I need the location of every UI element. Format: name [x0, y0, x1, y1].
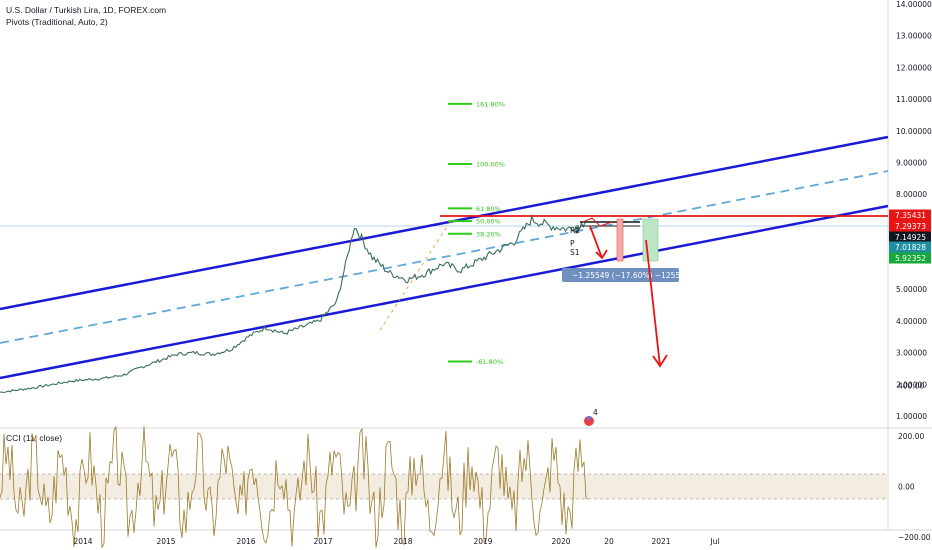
time-axis-tick-6: 2020 — [551, 537, 570, 546]
price-axis-tick-11: 12.00000 — [896, 63, 932, 72]
symbol-title: U.S. Dollar / Turkish Lira, 1D, FOREX.co… — [6, 5, 167, 15]
time-axis-tick-9: Jul — [709, 537, 719, 546]
time-axis-tick-4: 2018 — [393, 537, 412, 546]
price-axis-tick-10: 11.00000 — [896, 95, 932, 104]
cci-indicator-label: CCI (11, close) — [6, 433, 63, 443]
time-axis-ticks[interactable]: 2014 2015 2016 2017 2018 2019 2020 20 2021 Jul — [73, 537, 719, 546]
price-axis-tick-3: 4.00000 — [896, 317, 927, 326]
price-badge-1: 7.29373 — [895, 222, 926, 231]
channel-mid-line[interactable] — [0, 170, 889, 344]
price-series-line — [0, 213, 586, 394]
event-flag-icon-inner — [587, 416, 591, 420]
price-axis-tick-7: 8.00000 — [896, 190, 927, 199]
time-axis-tick-7: 20 — [604, 537, 614, 546]
long-position-box[interactable] — [642, 218, 659, 262]
price-badge-bg-4 — [889, 252, 931, 264]
fib-level-label-0: 161.80% — [476, 100, 505, 108]
time-axis-tick-2: 2016 — [236, 537, 255, 546]
event-count: 4 — [593, 408, 598, 417]
pivots-indicator-label: Pivots (Traditional, Auto, 2) — [6, 17, 108, 27]
price-axis-tick-0: 1.00000 — [896, 412, 927, 421]
time-axis-tick-0: 2014 — [73, 537, 92, 546]
time-axis-tick-3: 2017 — [313, 537, 332, 546]
price-axis-tick-2: 3.00000 — [896, 349, 927, 358]
price-badge-4: 5.92352 — [895, 254, 926, 263]
price-axis-tick-1: 2.00000 — [896, 380, 927, 389]
down-arrow-small[interactable] — [589, 225, 608, 260]
channel-lower-line[interactable] — [0, 204, 889, 380]
event-flag-icon[interactable] — [584, 416, 594, 426]
cci-axis-ticks[interactable]: 400.00 200.00 0.00 −200.00 — [898, 382, 931, 543]
price-badge-bg-0 — [889, 209, 931, 221]
fib-extension-levels[interactable]: 161.80% 100.00% 61.80% 50.00% 38.20% -61.80% — [448, 100, 505, 366]
fib-level-label-3: 50.00% — [476, 218, 501, 226]
price-axis-tick-8: 9.00000 — [896, 158, 927, 167]
price-axis-tick-12: 13.00000 — [896, 32, 932, 41]
measure-tooltip-text: −1.25549 (−17.60%) −12554.9 — [572, 271, 692, 280]
price-axis-tick-13: 14.00000 — [896, 0, 932, 9]
cci-band — [0, 474, 888, 499]
pivot-label-p2: P — [570, 239, 575, 248]
cci-axis-tick-1: 200.00 — [898, 432, 924, 441]
price-badge-3: 7.01828 — [895, 243, 926, 252]
cci-axis-tick-3: −200.00 — [898, 533, 931, 542]
cci-series-line — [0, 426, 589, 548]
price-badge-bg-3 — [889, 241, 931, 253]
pivot-label-s1: S1 — [570, 248, 580, 257]
price-badge-0: 7.35431 — [895, 211, 926, 220]
time-axis-tick-8: 2021 — [651, 537, 670, 546]
red-path-line — [582, 217, 613, 227]
pivot-label-r1: R1 — [570, 226, 580, 235]
short-position-box[interactable] — [616, 218, 624, 262]
channel-upper-line[interactable] — [0, 135, 889, 311]
fib-level-label-4: 38.20% — [476, 230, 501, 238]
price-badge-bg-1 — [889, 220, 931, 232]
cci-axis-tick-0: 400.00 — [898, 382, 924, 391]
price-axis-tick-9: 10.00000 — [896, 127, 932, 136]
cci-axis-tick-2: 0.00 — [898, 483, 915, 492]
time-axis-tick-1: 2015 — [156, 537, 175, 546]
price-axis-tick-4: 5.00000 — [896, 285, 927, 294]
fib-level-label-1: 100.00% — [476, 161, 505, 169]
fib-level-label-2: 61.80% — [476, 205, 501, 213]
down-arrow-large[interactable] — [645, 239, 668, 368]
price-badge-2: 7.14925 — [895, 233, 926, 242]
pivot-label-p1: P — [575, 227, 580, 236]
fib-level-label-5: -61.80% — [476, 358, 503, 366]
time-axis-tick-5: 2019 — [473, 537, 492, 546]
price-badge-bg-2 — [889, 231, 931, 243]
